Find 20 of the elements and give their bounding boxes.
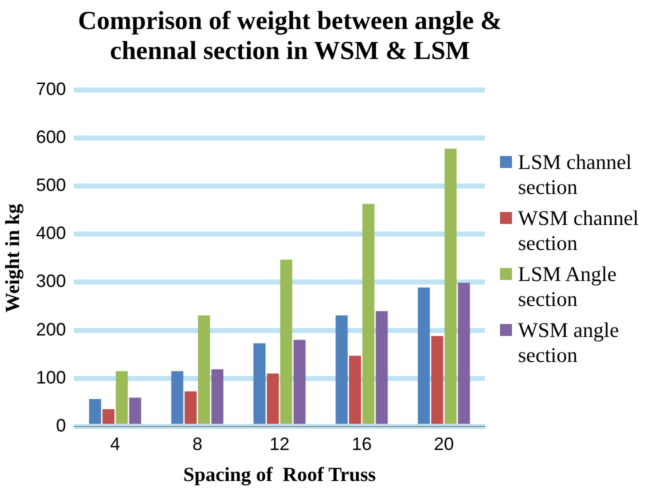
y-tick-label: 500 xyxy=(36,175,66,196)
x-tick-label: 12 xyxy=(270,434,290,454)
y-tick-label: 600 xyxy=(36,127,66,148)
x-tick-label: 20 xyxy=(434,434,454,454)
y-tick-label: 100 xyxy=(36,367,66,388)
y-tick-label: 700 xyxy=(36,78,66,99)
chart-title: Comprison of weight between angle & chennal section in WSM & LSM xyxy=(77,6,503,66)
legend-label: WSM angle section xyxy=(518,318,620,368)
x-tick-label: 4 xyxy=(110,434,120,454)
y-axis-title: Weight in kg xyxy=(2,204,24,313)
y-tick-label: 200 xyxy=(36,319,66,340)
legend-label: LSM channel section xyxy=(518,150,633,200)
x-tick-label: 16 xyxy=(352,434,372,454)
legend-label: WSM channel section xyxy=(518,206,640,256)
y-tick-label: 400 xyxy=(36,223,66,244)
y-tick-label: 300 xyxy=(36,271,66,292)
y-tick-label: 0 xyxy=(56,415,66,436)
x-axis-title: Spacing of Roof Truss xyxy=(183,464,376,486)
x-tick-label: 8 xyxy=(192,434,202,454)
legend-label: LSM Angle section xyxy=(518,262,618,312)
